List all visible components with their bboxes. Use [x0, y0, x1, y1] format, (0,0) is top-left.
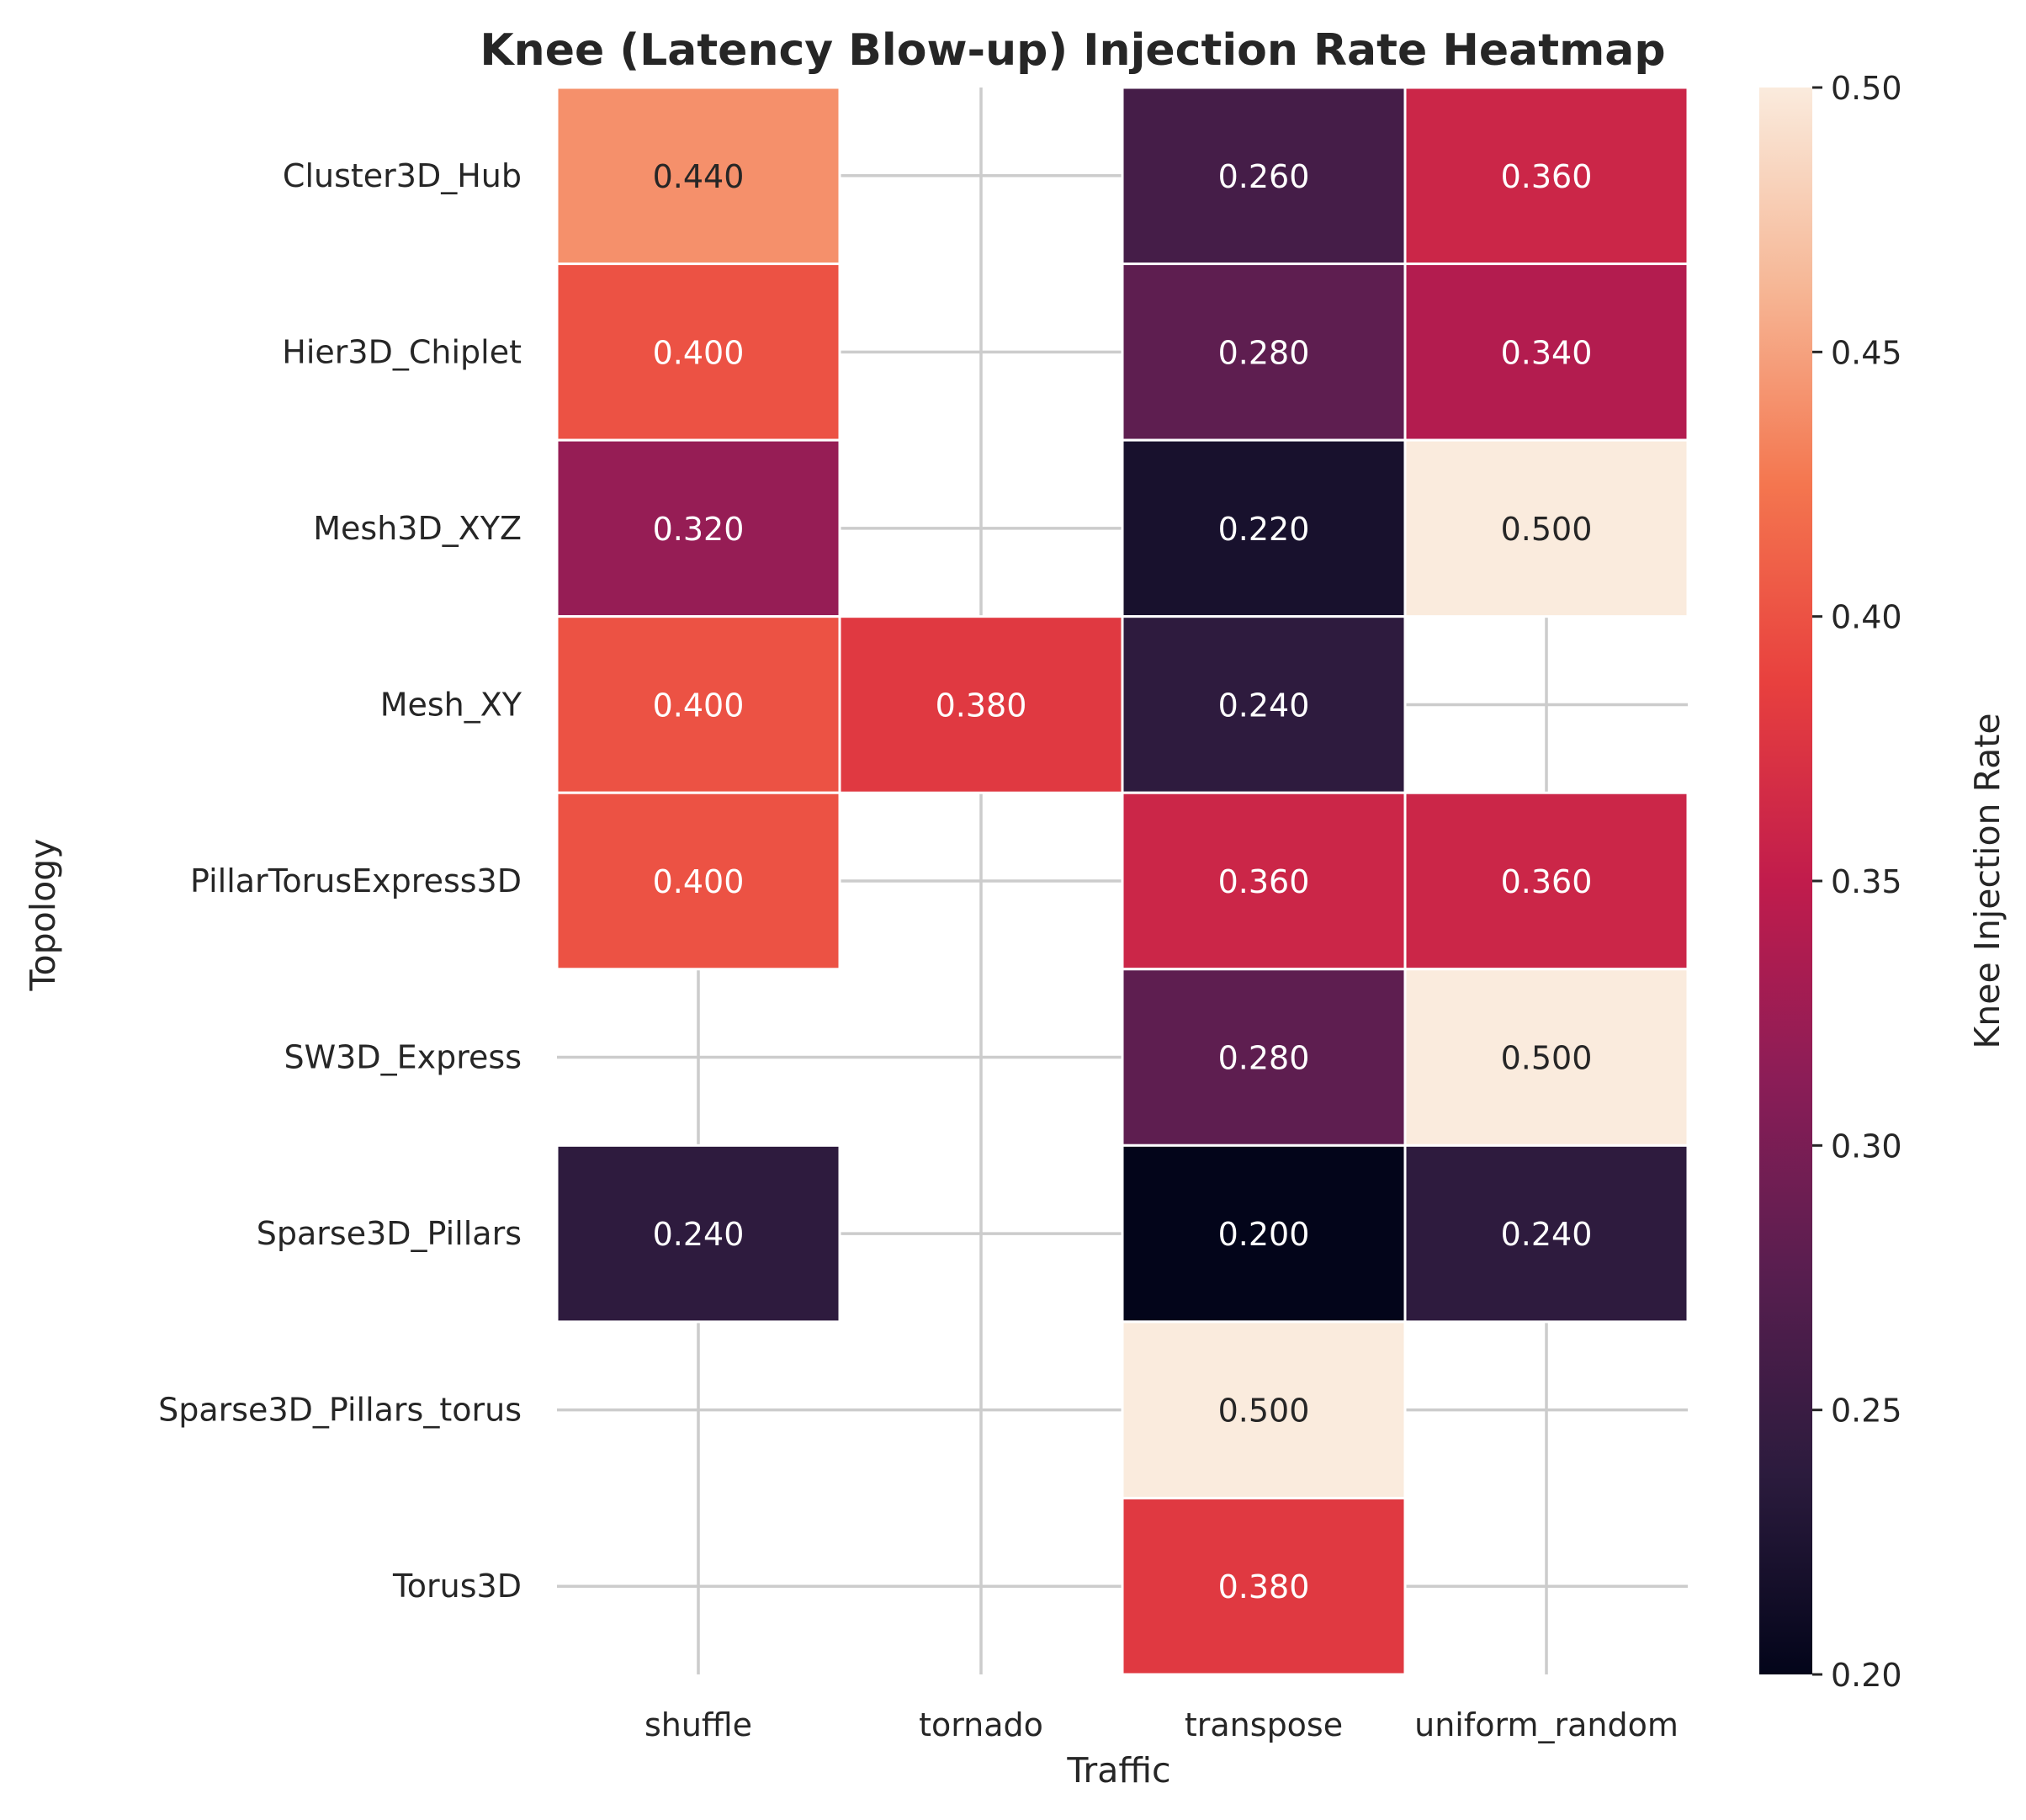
heatmap-cells: 0.440 0.260 0.360 0.400 0.280 0.340 0.320 0.220… — [555, 86, 1689, 1676]
colorbar-tick-label: 0.25 — [1831, 1393, 1902, 1430]
colorbar-tick-label: 0.45 — [1831, 334, 1902, 371]
y-tick-label: PillarTorusExpress3D — [190, 862, 522, 899]
cell-value-label: 0.380 — [936, 687, 1027, 724]
cell-value-label: 0.400 — [653, 863, 745, 900]
heatmap-cell — [555, 86, 841, 266]
cell-value-label: 0.440 — [653, 158, 745, 195]
cell-value-label: 0.240 — [653, 1216, 745, 1253]
x-tick-label: tornado — [919, 1706, 1043, 1743]
cell-value-label: 0.320 — [653, 511, 745, 548]
colorbar-gradient — [1759, 88, 1812, 1674]
x-tick-labels: shuffle tornado transpose uniform_random — [644, 1706, 1679, 1743]
y-tick-label: Sparse3D_Pillars — [257, 1215, 522, 1252]
colorbar-tick-label: 0.30 — [1831, 1128, 1902, 1165]
cell-value-label: 0.380 — [1218, 1568, 1310, 1605]
cell-value-label: 0.500 — [1501, 1040, 1593, 1077]
cell-value-label: 0.220 — [1218, 511, 1310, 548]
colorbar: 0.20 0.25 0.30 0.35 0.40 0.45 0.50 Knee Inject… — [1759, 70, 2007, 1694]
colorbar-tick-label: 0.20 — [1831, 1657, 1902, 1694]
cell-value-label: 0.260 — [1218, 158, 1310, 195]
heatmap-cell — [1403, 86, 1689, 266]
cell-value-label: 0.280 — [1218, 334, 1310, 371]
y-tick-label: Mesh3D_XYZ — [313, 510, 522, 547]
heatmap-cell — [1121, 263, 1407, 442]
heatmap-cell — [555, 438, 841, 618]
y-tick-label: Torus3D — [392, 1568, 522, 1605]
heatmap-cell — [1121, 86, 1407, 266]
colorbar-label: Knee Injection Rate — [1967, 713, 2007, 1048]
cell-value-label: 0.340 — [1501, 334, 1593, 371]
cell-value-label: 0.400 — [653, 334, 745, 371]
heatmap-cell — [555, 615, 841, 794]
y-tick-label: Cluster3D_Hub — [283, 157, 522, 194]
y-tick-label: Hier3D_Chiplet — [282, 333, 522, 370]
cell-value-label: 0.240 — [1501, 1216, 1593, 1253]
cell-value-label: 0.200 — [1218, 1216, 1310, 1253]
colorbar-tick-label: 0.35 — [1831, 863, 1902, 900]
x-tick-label: uniform_random — [1414, 1706, 1679, 1743]
heatmap-cell — [555, 1143, 841, 1324]
x-tick-label: transpose — [1185, 1706, 1343, 1743]
cell-value-label: 0.400 — [653, 687, 745, 724]
cell-value-label: 0.360 — [1501, 158, 1593, 195]
colorbar-tick-label: 0.50 — [1831, 70, 1902, 107]
heatmap-cell — [1121, 1320, 1407, 1499]
chart-title: Knee (Latency Blow-up) Injection Rate He… — [480, 25, 1665, 76]
cell-value-label: 0.280 — [1218, 1040, 1310, 1077]
heatmap-cell — [1121, 1496, 1407, 1676]
y-axis-label: Topology — [23, 838, 63, 991]
heatmap-cell — [1121, 615, 1407, 794]
heatmap-cell — [555, 791, 841, 971]
heatmap-cell — [1403, 1143, 1689, 1324]
colorbar-tick-label: 0.40 — [1831, 599, 1902, 636]
heatmap-cell — [1121, 968, 1407, 1147]
heatmap-cell — [1403, 438, 1689, 618]
cell-value-label: 0.500 — [1501, 511, 1593, 548]
heatmap-cell — [1403, 791, 1689, 971]
cell-value-label: 0.360 — [1218, 863, 1310, 900]
heatmap-cell — [1121, 1143, 1407, 1324]
heatmap-cell — [1121, 791, 1407, 971]
x-tick-label: shuffle — [644, 1706, 752, 1743]
y-tick-label: Mesh_XY — [380, 686, 522, 723]
heatmap-cell — [838, 615, 1124, 794]
heatmap-cell — [1403, 968, 1689, 1147]
colorbar-ticks: 0.20 0.25 0.30 0.35 0.40 0.45 0.50 — [1812, 70, 1902, 1694]
cell-value-label: 0.500 — [1218, 1393, 1310, 1430]
cell-value-label: 0.240 — [1218, 687, 1310, 724]
y-tick-labels: Cluster3D_Hub Hier3D_Chiplet Mesh3D_XYZ Mes… — [158, 157, 522, 1605]
x-axis-label: Traffic — [1066, 1750, 1170, 1791]
y-tick-label: Sparse3D_Pillars_torus — [158, 1392, 522, 1429]
cell-value-label: 0.360 — [1501, 863, 1593, 900]
y-tick-label: SW3D_Express — [284, 1039, 522, 1076]
